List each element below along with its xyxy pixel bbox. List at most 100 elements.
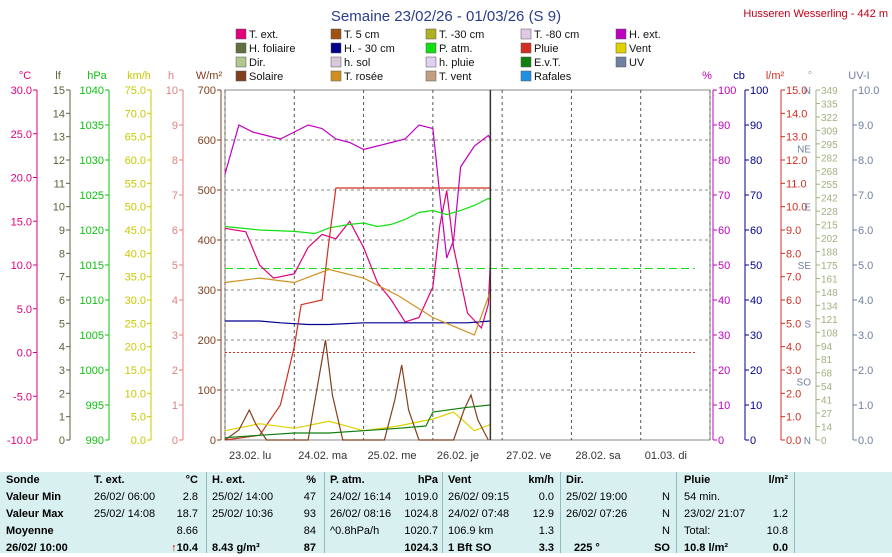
stats-row: 225 ° SO	[566, 540, 672, 557]
axis-tick-label: 1015	[80, 260, 104, 272]
legend-label: T. ext.	[249, 29, 278, 41]
axis-tick-label: 80	[718, 155, 730, 167]
stats-row: 25/02/ 10:36 93	[212, 506, 320, 523]
legend-label: H. foliaire	[249, 43, 295, 55]
axis-tick-label: 6	[172, 225, 178, 237]
axis-tick-label: 1025	[80, 190, 104, 202]
axis-tick-label: 20.0	[11, 173, 32, 185]
stats-row-label: Sonde	[6, 474, 40, 486]
axis-tick-label: 50.0	[125, 202, 146, 214]
legend-label: Rafales	[534, 71, 572, 83]
legend-label: h. sol	[344, 57, 370, 69]
stats-row: ^0.8hPa/h 1020.7	[330, 523, 438, 540]
stats-row: 25/02/ 19:00 N	[566, 489, 672, 506]
stats-separator	[442, 472, 443, 553]
legend-label: Solaire	[249, 71, 283, 83]
stats-cell: 1019.0	[404, 491, 438, 503]
stats-cell: 1.3	[538, 525, 554, 537]
stats-cell: 8.66	[176, 525, 198, 537]
stats-row: 10.8 l/m² 0.0	[684, 540, 790, 557]
axis-tick-label: 242	[821, 194, 838, 205]
axis-tick-label: 0	[210, 435, 216, 447]
axis-tick-label: 4.0	[786, 342, 801, 354]
day-label: 24.02. ma	[298, 450, 348, 462]
legend-swatch	[520, 70, 532, 82]
weather-chart: Semaine 23/02/26 - 01/03/26 (S 9) Husser…	[7, 8, 888, 462]
series-line	[224, 190, 491, 330]
legend-label: T. -30 cm	[439, 29, 484, 41]
stats-header-unit: l/m²	[768, 474, 788, 486]
axis-tick-label: 2.0	[786, 388, 801, 400]
axis-tick-label: 30.0	[11, 85, 32, 97]
stats-separator	[560, 472, 561, 553]
axis-tick-label: 268	[821, 167, 838, 178]
axis-tick-label: 5.0	[131, 412, 146, 424]
stats-note: 8.43 g/m³	[212, 542, 260, 554]
axis-tick-label: 0.0	[17, 348, 32, 360]
axis-tick-label: 70	[750, 190, 762, 202]
stats-cell: 87	[303, 542, 316, 554]
axis-unit-label: °C	[19, 70, 31, 82]
axis-tick-label: 10	[750, 400, 762, 412]
direction-label: N	[804, 436, 811, 447]
stats-cell: 0.0	[538, 491, 554, 503]
axis-tick-label: 1010	[80, 295, 104, 307]
axis-tick-label: 8.0	[786, 248, 801, 260]
axis-tick-label: 10.0	[786, 202, 807, 214]
stats-cell: 26/02/ 08:16	[330, 508, 392, 520]
day-label: 26.02. je	[437, 450, 479, 462]
axis-tick-label: 40	[750, 295, 762, 307]
stats-cell: N	[662, 525, 670, 537]
axis-tick-label: 148	[821, 288, 838, 299]
direction-label: N	[804, 86, 811, 97]
stats-rain: Pluie l/m² 54 min. 23/02/ 21:07 1.2 Total: 10.…	[684, 472, 790, 554]
stats-cell: 24/02/ 16:14	[330, 491, 392, 503]
axis-tick-label: 5	[172, 260, 178, 272]
axis-tick-label: 7.0	[858, 190, 873, 202]
axis-tick-label: 15	[53, 85, 65, 97]
stats-cell: 2.8	[182, 491, 198, 503]
stats-cell: 3.3	[538, 542, 554, 554]
station-name: Husseren Wesserling - 442 m	[743, 8, 888, 20]
day-label: 25.02. me	[368, 450, 417, 462]
stats-row: 84	[212, 523, 320, 540]
axis-tick-label: 0.0	[858, 435, 873, 447]
axis-tick-label: 70	[718, 190, 730, 202]
axis-tick-label: 12.0	[786, 155, 807, 167]
direction-label: NE	[797, 144, 811, 155]
stats-cell: 225 °	[574, 542, 600, 554]
axis-tick-label: 6.0	[858, 225, 873, 237]
axis-tick-label: 10.0	[125, 388, 146, 400]
stats-row: 1024.3	[330, 540, 438, 557]
stats-cell: 18.7	[176, 508, 198, 520]
axis-tick-label: 13	[53, 132, 65, 144]
stats-cell: 26/02/ 09:15	[448, 491, 510, 503]
stats-cell: 93	[303, 508, 316, 520]
axis-tick-label: 282	[821, 153, 838, 164]
axis-unit-label: %	[702, 70, 712, 82]
gridlines	[224, 90, 711, 440]
stats-cell: N	[662, 508, 670, 520]
direction-label: SO	[797, 378, 812, 389]
stats-row: 25/02/ 14:08 18.7	[94, 506, 204, 523]
axis-tick-label: 30.0	[125, 295, 146, 307]
axis-unit-label: h	[168, 70, 174, 82]
stats-row: 1 Bft SO 3.3	[448, 540, 556, 557]
axis-tick-label: 100	[718, 85, 736, 97]
legend-label: UV	[629, 57, 645, 69]
axis-tick-label: 3	[59, 365, 65, 377]
stats-row: Total: 10.8	[684, 523, 790, 540]
legend-swatch	[330, 56, 342, 68]
stats-cell: 26/02/ 07:26	[566, 508, 628, 520]
axis-tick-label: 1.0	[786, 412, 801, 424]
direction-label: E	[804, 203, 811, 214]
axis-tick-label: 15.0	[125, 365, 146, 377]
legend-label: T. 5 cm	[344, 29, 379, 41]
axis-tick-label: 322	[821, 113, 838, 124]
stats-cell: 47	[303, 491, 316, 503]
stats-cell: 10.8	[766, 525, 788, 537]
axis-unit-label: km/h	[127, 70, 151, 82]
legend-label: E.v.T.	[534, 57, 561, 69]
stats-cell: 25/02/ 14:00	[212, 491, 274, 503]
axis-tick-label: 25.0	[11, 129, 32, 141]
